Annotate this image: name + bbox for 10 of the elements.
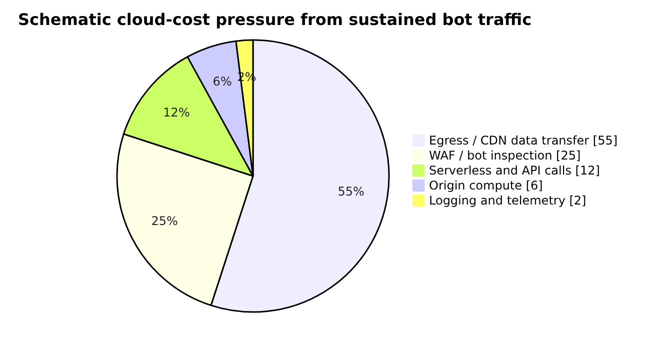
- data-label: 25%: [151, 214, 178, 228]
- data-label: 12%: [163, 106, 190, 120]
- legend-label: Egress / CDN data transfer [55]: [429, 134, 618, 148]
- data-label: 6%: [212, 74, 232, 89]
- legend-label: WAF / bot inspection [25]: [429, 148, 581, 162]
- legend-label: Serverless and API calls [12]: [429, 164, 600, 178]
- legend-label: Logging and telemetry [2]: [429, 194, 586, 208]
- legend-label: Origin compute [6]: [429, 178, 543, 192]
- data-label: 55%: [338, 184, 364, 199]
- chart-title: Schematic cloud-cost pressure from sustained bot traffic: [18, 10, 532, 29]
